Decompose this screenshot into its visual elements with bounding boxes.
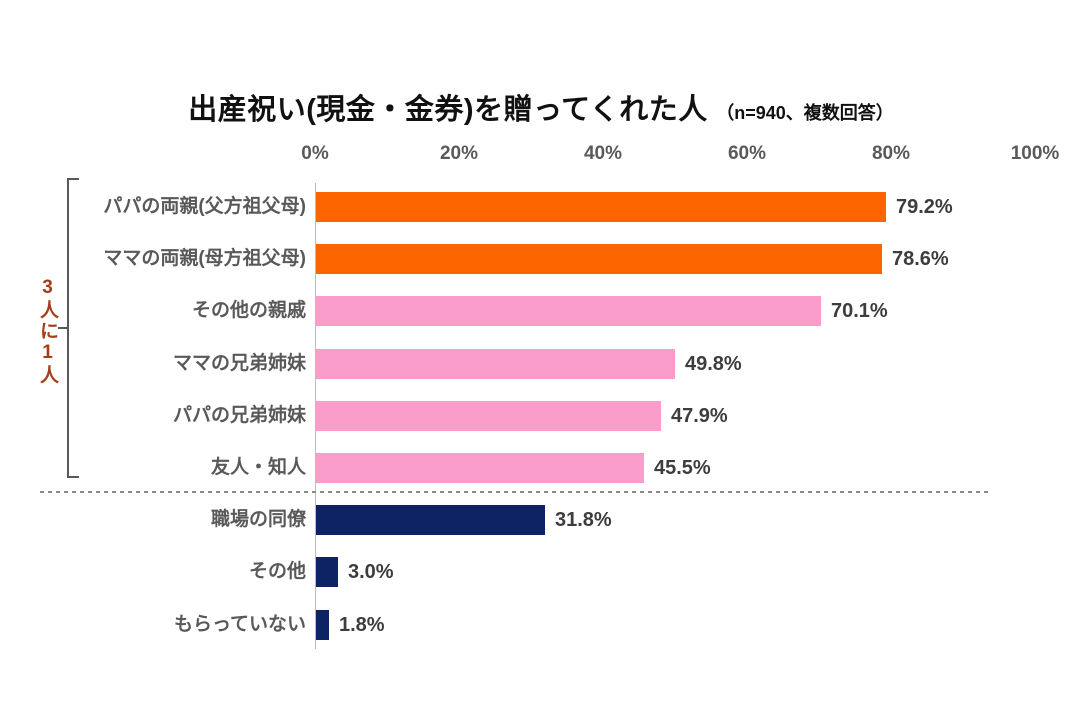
bar-1 [316,192,886,222]
bracket-tick-middle [58,327,67,329]
x-axis-tick: 60% [727,143,767,164]
annotation-ratio-label: 3人に1人 [37,276,58,386]
axis-baseline [315,183,316,649]
value-label: 1.8% [339,614,385,636]
bar-8 [316,557,338,587]
group-divider-dashed-line [40,491,988,493]
category-label: ママの兄弟姉妹 [172,353,306,374]
value-label: 47.9% [671,405,728,427]
chart-title-text: 出産祝い(現金・金券)を贈ってくれた人 [188,94,708,126]
value-label: 79.2% [896,196,953,218]
value-label: 70.1% [831,300,888,322]
category-label: パパの両親(父方祖父母) [103,196,306,217]
x-axis-tick: 100% [1010,143,1060,164]
value-label: 45.5% [654,457,711,479]
bar-7 [316,505,545,535]
bar-9 [316,610,329,640]
value-label: 49.8% [685,353,742,375]
category-label: パパの兄弟姉妹 [172,405,306,426]
value-label: 78.6% [892,248,949,270]
bracket-tick-bottom [67,476,79,478]
category-label: ママの両親(母方祖父母) [103,248,306,269]
x-axis-tick: 80% [871,143,911,164]
bracket-tick-top [67,178,79,180]
bracket-line [67,178,69,478]
x-axis-tick: 20% [439,143,479,164]
bar-4 [316,349,675,379]
chart-title-note: （n=940、複数回答） [716,103,894,123]
x-axis-tick: 0% [301,143,329,164]
category-label: その他 [248,561,306,582]
category-label: 友人・知人 [210,457,306,478]
x-axis-tick: 40% [583,143,623,164]
value-label: 31.8% [555,509,612,531]
value-label: 3.0% [348,561,394,583]
bar-6 [316,453,644,483]
chart-title: 出産祝い(現金・金券)を贈ってくれた人 （n=940、複数回答） [0,86,1082,128]
category-label: その他の親戚 [191,300,306,321]
bar-5 [316,401,661,431]
bar-2 [316,244,882,274]
category-label: もらっていない [173,614,306,635]
bar-3 [316,296,821,326]
category-label: 職場の同僚 [210,509,306,530]
